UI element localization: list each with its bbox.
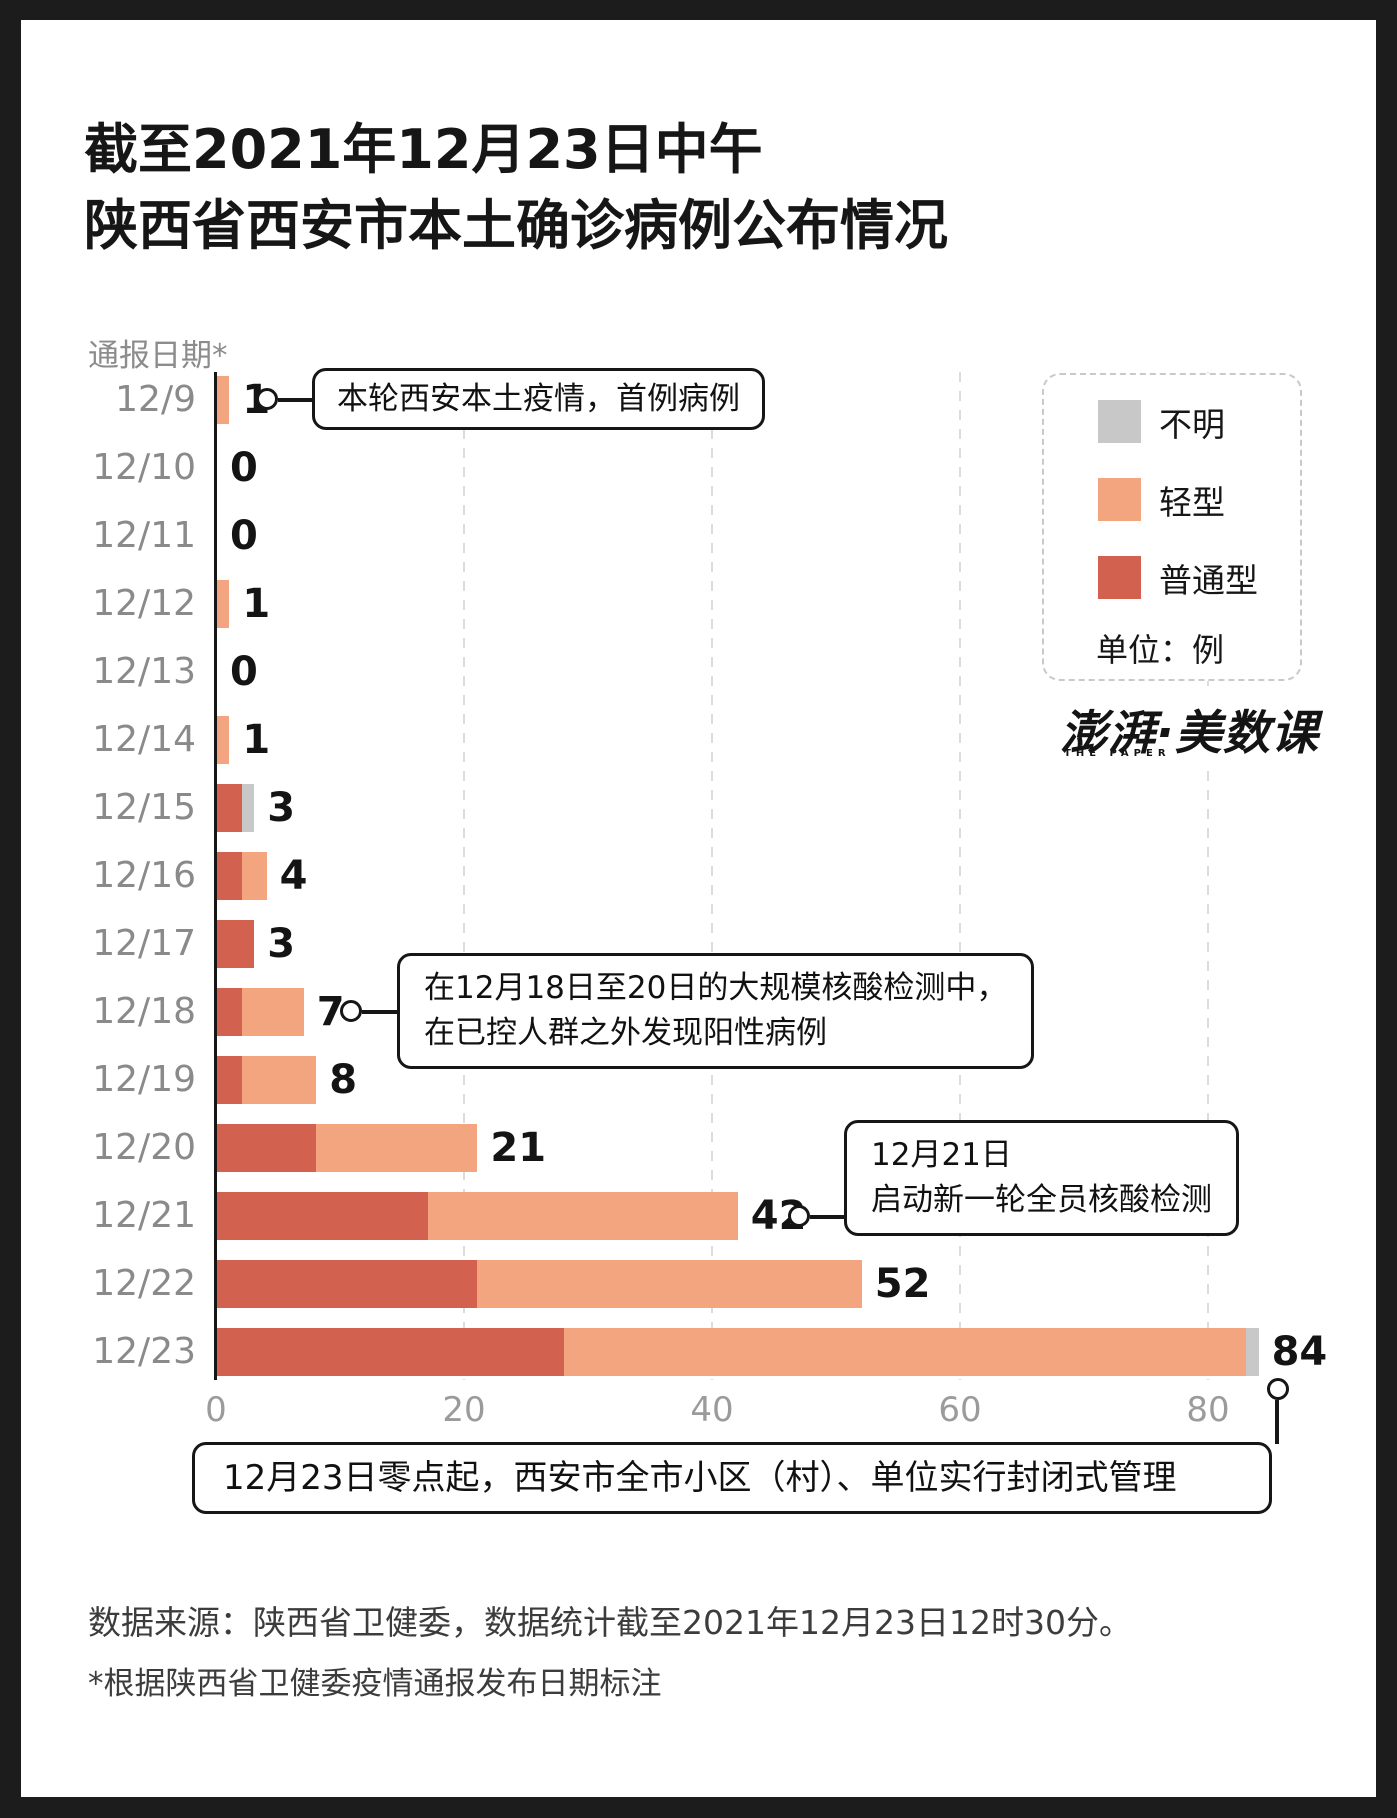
date-label: 12/15	[92, 787, 196, 828]
bar-segment-普通型	[217, 1260, 478, 1308]
value-label: 8	[329, 1057, 358, 1103]
gridline	[711, 372, 713, 1380]
legend-unit-label: 单位：例	[1096, 631, 1225, 669]
value-label: 0	[230, 649, 258, 695]
x-tick-label: 40	[690, 1390, 734, 1430]
x-tick-label: 20	[442, 1390, 486, 1430]
value-label: 3	[267, 921, 296, 967]
x-tick-label: 60	[938, 1390, 982, 1430]
connector-circle-mass-testing	[340, 1000, 362, 1022]
bar-segment-轻型	[241, 1056, 317, 1104]
bar-segment-轻型	[564, 1328, 1247, 1376]
gridline	[1207, 372, 1209, 1380]
date-label: 12/23	[92, 1331, 196, 1372]
date-label: 12/20	[92, 1127, 196, 1168]
annotation-mass-testing: 在12月18日至20日的大规模核酸检测中， 在已控人群之外发现阳性病例	[397, 953, 1035, 1069]
date-label: 12/12	[92, 583, 196, 624]
bar-segment-不明	[1246, 1328, 1259, 1376]
date-label: 12/21	[92, 1195, 196, 1236]
connector-line-first-case	[278, 398, 314, 402]
logo-text: 澎湃·美数课	[1060, 706, 1319, 761]
bar-segment-轻型	[241, 988, 304, 1036]
legend-item-mild: 轻型	[1098, 478, 1225, 522]
bar-segment-普通型	[217, 1328, 565, 1376]
value-label: 3	[267, 785, 296, 831]
connector-circle-lockdown	[1267, 1378, 1289, 1400]
title-line-2: 陕西省西安市本土确诊病例公布情况	[84, 194, 948, 257]
legend-swatch-unknown	[1098, 400, 1141, 443]
value-label: 0	[230, 445, 258, 491]
connector-line-mass-testing	[362, 1010, 398, 1014]
bar-segment-普通型	[217, 988, 242, 1036]
bar-segment-普通型	[217, 1192, 428, 1240]
annotation-mass-testing-line1: 在12月18日至20日的大规模核酸检测中，	[424, 970, 1008, 1006]
white-canvas	[21, 20, 1376, 1797]
gridline	[463, 372, 465, 1380]
connector-line-new-round	[810, 1215, 846, 1219]
date-label: 12/13	[92, 651, 196, 692]
footnote-text: *根据陕西省卫健委疫情通报发布日期标注	[88, 1666, 662, 1702]
bar-segment-轻型	[427, 1192, 738, 1240]
legend-swatch-mild	[1098, 478, 1141, 521]
bar-segment-普通型	[217, 852, 242, 900]
value-label: 84	[1271, 1329, 1328, 1375]
legend-label-unknown: 不明	[1159, 404, 1225, 444]
date-label: 12/16	[92, 855, 196, 896]
connector-circle-new-round	[788, 1205, 810, 1227]
annotation-new-round-line2: 启动新一轮全员核酸检测	[871, 1182, 1212, 1218]
title-line-1: 截至2021年12月23日中午	[84, 118, 763, 181]
legend: 不明 轻型 普通型 单位：例	[1042, 373, 1302, 681]
connector-circle-first-case	[256, 388, 278, 410]
value-label: 1	[242, 581, 271, 627]
y-axis-title: 通报日期*	[88, 338, 228, 374]
page-title: 截至2021年12月23日中午 陕西省西安市本土确诊病例公布情况	[84, 112, 948, 264]
bar-segment-普通型	[217, 784, 242, 832]
value-label: 21	[490, 1125, 547, 1171]
gridline	[959, 372, 961, 1380]
bar-segment-轻型	[316, 1124, 478, 1172]
date-label: 12/9	[115, 379, 196, 420]
legend-item-moderate: 普通型	[1098, 556, 1258, 600]
bar-segment-轻型	[217, 716, 230, 764]
annotation-new-round-line1: 12月21日	[871, 1137, 1012, 1173]
annotation-lockdown: 12月23日零点起，西安市全市小区（村）、单位实行封闭式管理	[192, 1442, 1272, 1514]
date-label: 12/22	[92, 1263, 196, 1304]
value-label: 4	[279, 853, 308, 899]
date-label: 12/10	[92, 447, 196, 488]
bar-segment-轻型	[217, 580, 230, 628]
date-label: 12/14	[92, 719, 196, 760]
bar-segment-普通型	[217, 1056, 242, 1104]
annotation-new-round: 12月21日 启动新一轮全员核酸检测	[844, 1120, 1239, 1236]
value-label: 52	[874, 1261, 931, 1307]
x-tick-label: 0	[205, 1390, 227, 1430]
bar-segment-轻型	[477, 1260, 862, 1308]
bar-segment-轻型	[217, 376, 230, 424]
connector-line-lockdown	[1275, 1400, 1279, 1444]
value-label: 1	[242, 717, 271, 763]
annotation-first-case: 本轮西安本土疫情，首例病例	[312, 368, 765, 430]
publisher-logo: 澎湃·美数课 THE PAPER	[1056, 692, 1323, 765]
legend-item-unknown: 不明	[1098, 400, 1225, 444]
y-axis-line	[214, 372, 217, 1380]
bar-segment-轻型	[241, 852, 267, 900]
data-source-text: 数据来源：陕西省卫健委，数据统计截至2021年12月23日12时30分。	[88, 1603, 1132, 1642]
legend-swatch-moderate	[1098, 556, 1141, 599]
annotation-mass-testing-line2: 在已控人群之外发现阳性病例	[424, 1015, 827, 1051]
x-tick-label: 80	[1186, 1390, 1230, 1430]
date-label: 12/11	[92, 515, 196, 556]
value-label: 0	[230, 513, 258, 559]
date-label: 12/17	[92, 923, 196, 964]
date-label: 12/19	[92, 1059, 196, 1100]
bar-segment-普通型	[217, 920, 255, 968]
logo-subtext: THE PAPER	[1064, 748, 1171, 759]
legend-label-moderate: 普通型	[1159, 560, 1258, 600]
legend-label-mild: 轻型	[1159, 482, 1225, 522]
bar-segment-不明	[241, 784, 255, 832]
bar-segment-普通型	[217, 1124, 317, 1172]
date-label: 12/18	[92, 991, 196, 1032]
